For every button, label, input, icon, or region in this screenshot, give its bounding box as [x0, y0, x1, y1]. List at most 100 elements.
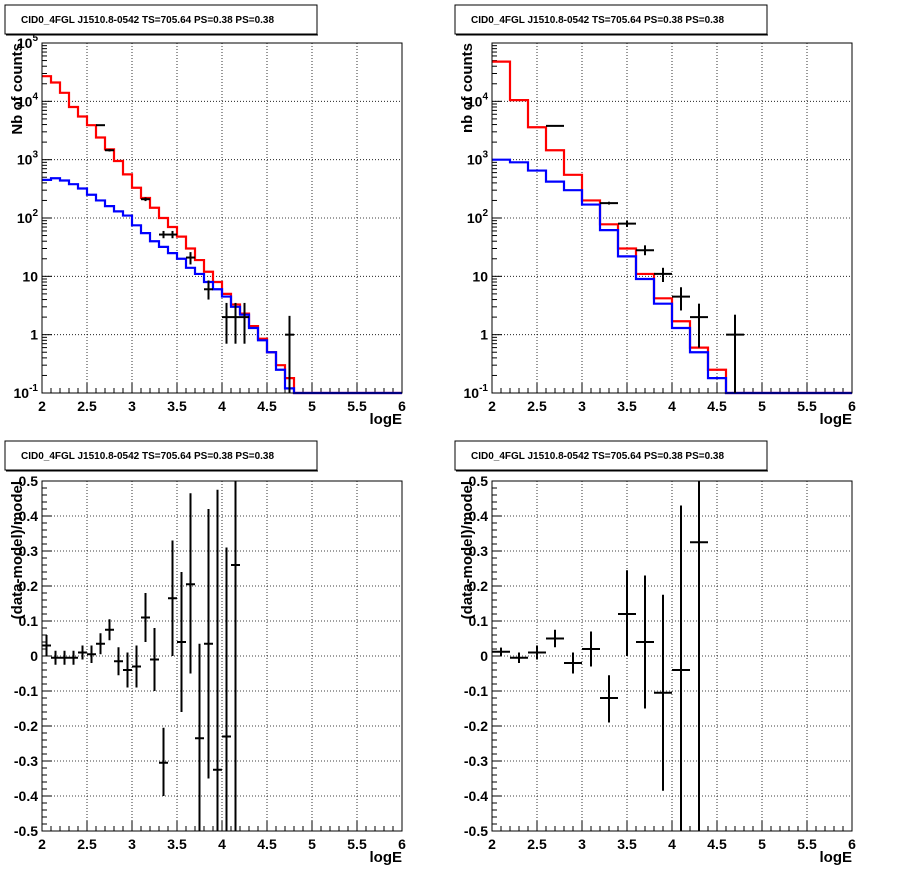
data-point: [78, 645, 87, 660]
chart-title: CID0_4FGL J1510.8-0542 TS=705.64 PS=0.38…: [471, 451, 724, 462]
data-point: [222, 302, 231, 344]
x-tick-label: 5: [308, 836, 316, 852]
data-point: [123, 652, 132, 688]
data-point: [654, 594, 672, 791]
y-tick-label: 104: [467, 91, 489, 109]
y-axis-title: Nb of counts: [9, 43, 26, 135]
data-points: [546, 124, 744, 393]
title-box: [454, 4, 768, 35]
data-point: [141, 593, 150, 642]
plot-frame-outline: [41, 480, 403, 832]
x-tick-label: 4.5: [257, 836, 277, 852]
panel-4: 2 2.5 3 3.5 4 4.5 5 5.5 6 -0.5 -0.4 -0.3 -0.2 -0.1 0 0.…: [454, 440, 856, 866]
data-point: [492, 647, 510, 656]
x-axis-title: logE: [820, 411, 853, 428]
y-tick-label: 0.2: [19, 578, 39, 594]
data-point: [177, 572, 186, 712]
data-point: [60, 650, 69, 665]
y-tick-label: 0.4: [469, 508, 489, 524]
x-tick-label: 3: [128, 398, 136, 414]
panel-2: 2 2.5 3 3.5 4 4.5 5 5.5 6 10-1 1 10 102 103 104 logE nb …: [454, 4, 856, 428]
y-axis-title: (data-model)/model: [9, 481, 26, 619]
x-tick-label: 3: [578, 836, 586, 852]
data-point: [105, 149, 114, 152]
plot-frame-outline: [491, 42, 853, 394]
plot-frame-outline: [491, 480, 853, 832]
data-point: [726, 314, 744, 393]
x-axis-title: logE: [820, 849, 853, 866]
data-points: [96, 124, 294, 393]
x-tick-label: 5.5: [797, 398, 817, 414]
x-tick-label: 2: [488, 836, 496, 852]
data-point: [654, 267, 672, 282]
data-point: [564, 652, 582, 674]
y-axis-title: (data-model)/model: [459, 481, 476, 619]
x-tick-label: 4.5: [707, 836, 727, 852]
y-tick-label: 1: [30, 327, 38, 343]
title-box: [454, 440, 768, 471]
data-point: [510, 652, 528, 663]
data-point: [690, 303, 708, 348]
x-tick-label: 4: [668, 398, 676, 414]
data-point: [186, 493, 195, 674]
residual-points: [492, 481, 708, 831]
data-point: [51, 650, 60, 665]
y-tick-label: -0.1: [464, 683, 488, 699]
data-point: [168, 230, 177, 239]
data-point: [672, 287, 690, 311]
data-point: [231, 302, 240, 344]
title-box: [4, 4, 318, 35]
chart-title: CID0_4FGL J1510.8-0542 TS=705.64 PS=0.38…: [21, 15, 274, 26]
y-tick-label: 0.4: [19, 508, 39, 524]
x-tick-label: 4: [218, 836, 226, 852]
data-point: [204, 280, 213, 300]
x-tick-label: 3: [128, 836, 136, 852]
y-tick-label: -0.4: [464, 788, 488, 804]
x-tick-label: 4: [218, 398, 226, 414]
y-tick-label: 0.1: [469, 613, 489, 629]
data-point: [132, 645, 141, 688]
y-tick-label: 105: [17, 33, 39, 51]
x-tick-label: 6: [398, 398, 406, 414]
y-tick-label: 0.3: [19, 543, 39, 559]
data-point: [159, 727, 168, 796]
y-tick-label: 0: [30, 648, 38, 664]
data-point: [582, 631, 600, 667]
y-tick-label: 103: [17, 150, 39, 168]
x-tick-label: 2.5: [527, 398, 547, 414]
data-point: [96, 633, 105, 655]
y-tick-label: -0.1: [14, 683, 38, 699]
x-tick-label: 2: [488, 398, 496, 414]
x-tick-label: 6: [398, 836, 406, 852]
y-tick-label: 0.5: [469, 473, 489, 489]
x-axis-title: logE: [370, 411, 403, 428]
data-point: [186, 252, 195, 265]
x-tick-label: 3.5: [617, 836, 637, 852]
x-tick-label: 5.5: [347, 836, 367, 852]
x-tick-label: 2.5: [527, 836, 547, 852]
x-tick-label: 4: [668, 836, 676, 852]
data-point: [618, 220, 636, 228]
residual-points: [42, 481, 240, 831]
y-tick-label: 1: [480, 327, 488, 343]
data-point: [618, 570, 636, 656]
y-tick-label: 0.1: [19, 613, 39, 629]
data-point: [222, 547, 231, 831]
data-point: [96, 124, 105, 127]
data-point: [231, 481, 240, 831]
y-tick-label: 10: [472, 268, 488, 284]
y-tick-label: 0: [480, 648, 488, 664]
data-point: [636, 575, 654, 709]
y-tick-label: -0.5: [464, 823, 488, 839]
y-tick-label: 102: [17, 208, 39, 226]
data-point: [672, 505, 690, 831]
x-axis-title: logE: [370, 849, 403, 866]
x-tick-label: 3.5: [167, 398, 187, 414]
y-tick-label: -0.5: [14, 823, 38, 839]
data-point: [546, 124, 564, 127]
y-tick-label: -0.3: [464, 753, 488, 769]
data-point: [105, 619, 114, 641]
y-tick-label: 104: [17, 91, 39, 109]
title-box: [4, 440, 318, 471]
